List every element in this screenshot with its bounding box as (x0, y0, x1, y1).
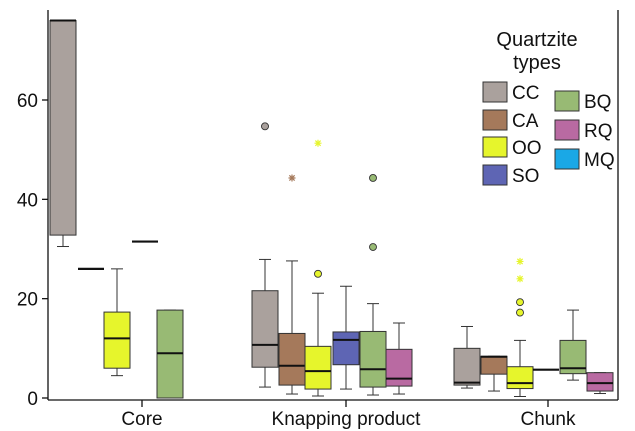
legend-swatch-so (483, 165, 507, 185)
iqr-box-chunk-rq (587, 373, 613, 391)
outlier-star-chunk-oo-2 (517, 275, 524, 282)
box-knapping-product-ca (279, 174, 305, 394)
legend-label-so: SO (512, 166, 539, 187)
box-core-bq (157, 310, 183, 398)
outlier-knapping-product-bq-1 (370, 174, 377, 181)
y-tick-label-40: 40 (17, 190, 38, 211)
legend: Quartzite types CC CA OO SO BQ RQ MQ (483, 29, 615, 187)
iqr-box-chunk-oo (507, 367, 533, 389)
legend-label-mq: MQ (584, 150, 615, 171)
category-label-knapping-product: Knapping product (272, 409, 422, 430)
legend-label-oo: OO (512, 138, 542, 159)
iqr-box-knapping-product-rq (386, 349, 412, 386)
outlier-knapping-product-cc-0 (262, 123, 269, 130)
box-series (50, 21, 613, 398)
box-chunk-oo (507, 258, 533, 397)
legend-label-rq: RQ (584, 121, 613, 142)
legend-swatch-ca (483, 110, 507, 130)
y-tick-label-60: 60 (17, 91, 38, 112)
legend-swatch-bq (555, 91, 579, 111)
category-label-core: Core (121, 409, 162, 430)
box-chunk-bq (560, 310, 586, 380)
iqr-box-knapping-product-cc (252, 291, 278, 367)
y-axis: 0 20 40 60 (17, 91, 48, 410)
box-knapping-product-cc (252, 123, 278, 387)
legend-title-line-1: Quartzite (496, 29, 577, 51)
legend-swatch-mq (555, 149, 579, 169)
box-core-cc (50, 21, 76, 247)
legend-label-bq: BQ (584, 92, 611, 113)
outlier-knapping-product-oo-0 (315, 270, 322, 277)
outlier-star-knapping-product-ca-0 (289, 174, 296, 181)
iqr-box-core-cc (50, 21, 76, 236)
legend-swatch-rq (555, 120, 579, 140)
box-chunk-cc (454, 326, 480, 388)
legend-swatch-oo (483, 137, 507, 157)
iqr-box-chunk-cc (454, 348, 480, 385)
box-core-oo (104, 269, 130, 376)
iqr-box-knapping-product-bq (360, 331, 386, 387)
outlier-chunk-oo-0 (517, 309, 524, 316)
outlier-chunk-oo-1 (517, 299, 524, 306)
iqr-box-knapping-product-oo (305, 346, 331, 389)
box-chunk-ca (481, 356, 507, 391)
box-knapping-product-so (333, 286, 359, 389)
outlier-star-knapping-product-oo-1 (315, 140, 322, 147)
outlier-knapping-product-bq-0 (370, 244, 377, 251)
iqr-box-knapping-product-so (333, 332, 359, 365)
iqr-box-core-oo (104, 312, 130, 368)
y-tick-label-0: 0 (27, 389, 38, 410)
y-tick-label-20: 20 (17, 290, 38, 311)
box-chunk-rq (587, 373, 613, 394)
legend-label-cc: CC (512, 83, 539, 104)
x-axis: Core Knapping product Chunk (121, 400, 576, 430)
box-knapping-product-rq (386, 323, 412, 394)
category-label-chunk: Chunk (521, 409, 576, 430)
legend-label-ca: CA (512, 111, 539, 132)
legend-swatch-cc (483, 82, 507, 102)
iqr-box-knapping-product-ca (279, 333, 305, 385)
iqr-box-chunk-ca (481, 356, 507, 374)
box-knapping-product-oo (305, 140, 331, 396)
outlier-star-chunk-oo-3 (517, 258, 524, 265)
box-knapping-product-bq (360, 174, 386, 395)
legend-title-line-2: types (513, 52, 561, 74)
